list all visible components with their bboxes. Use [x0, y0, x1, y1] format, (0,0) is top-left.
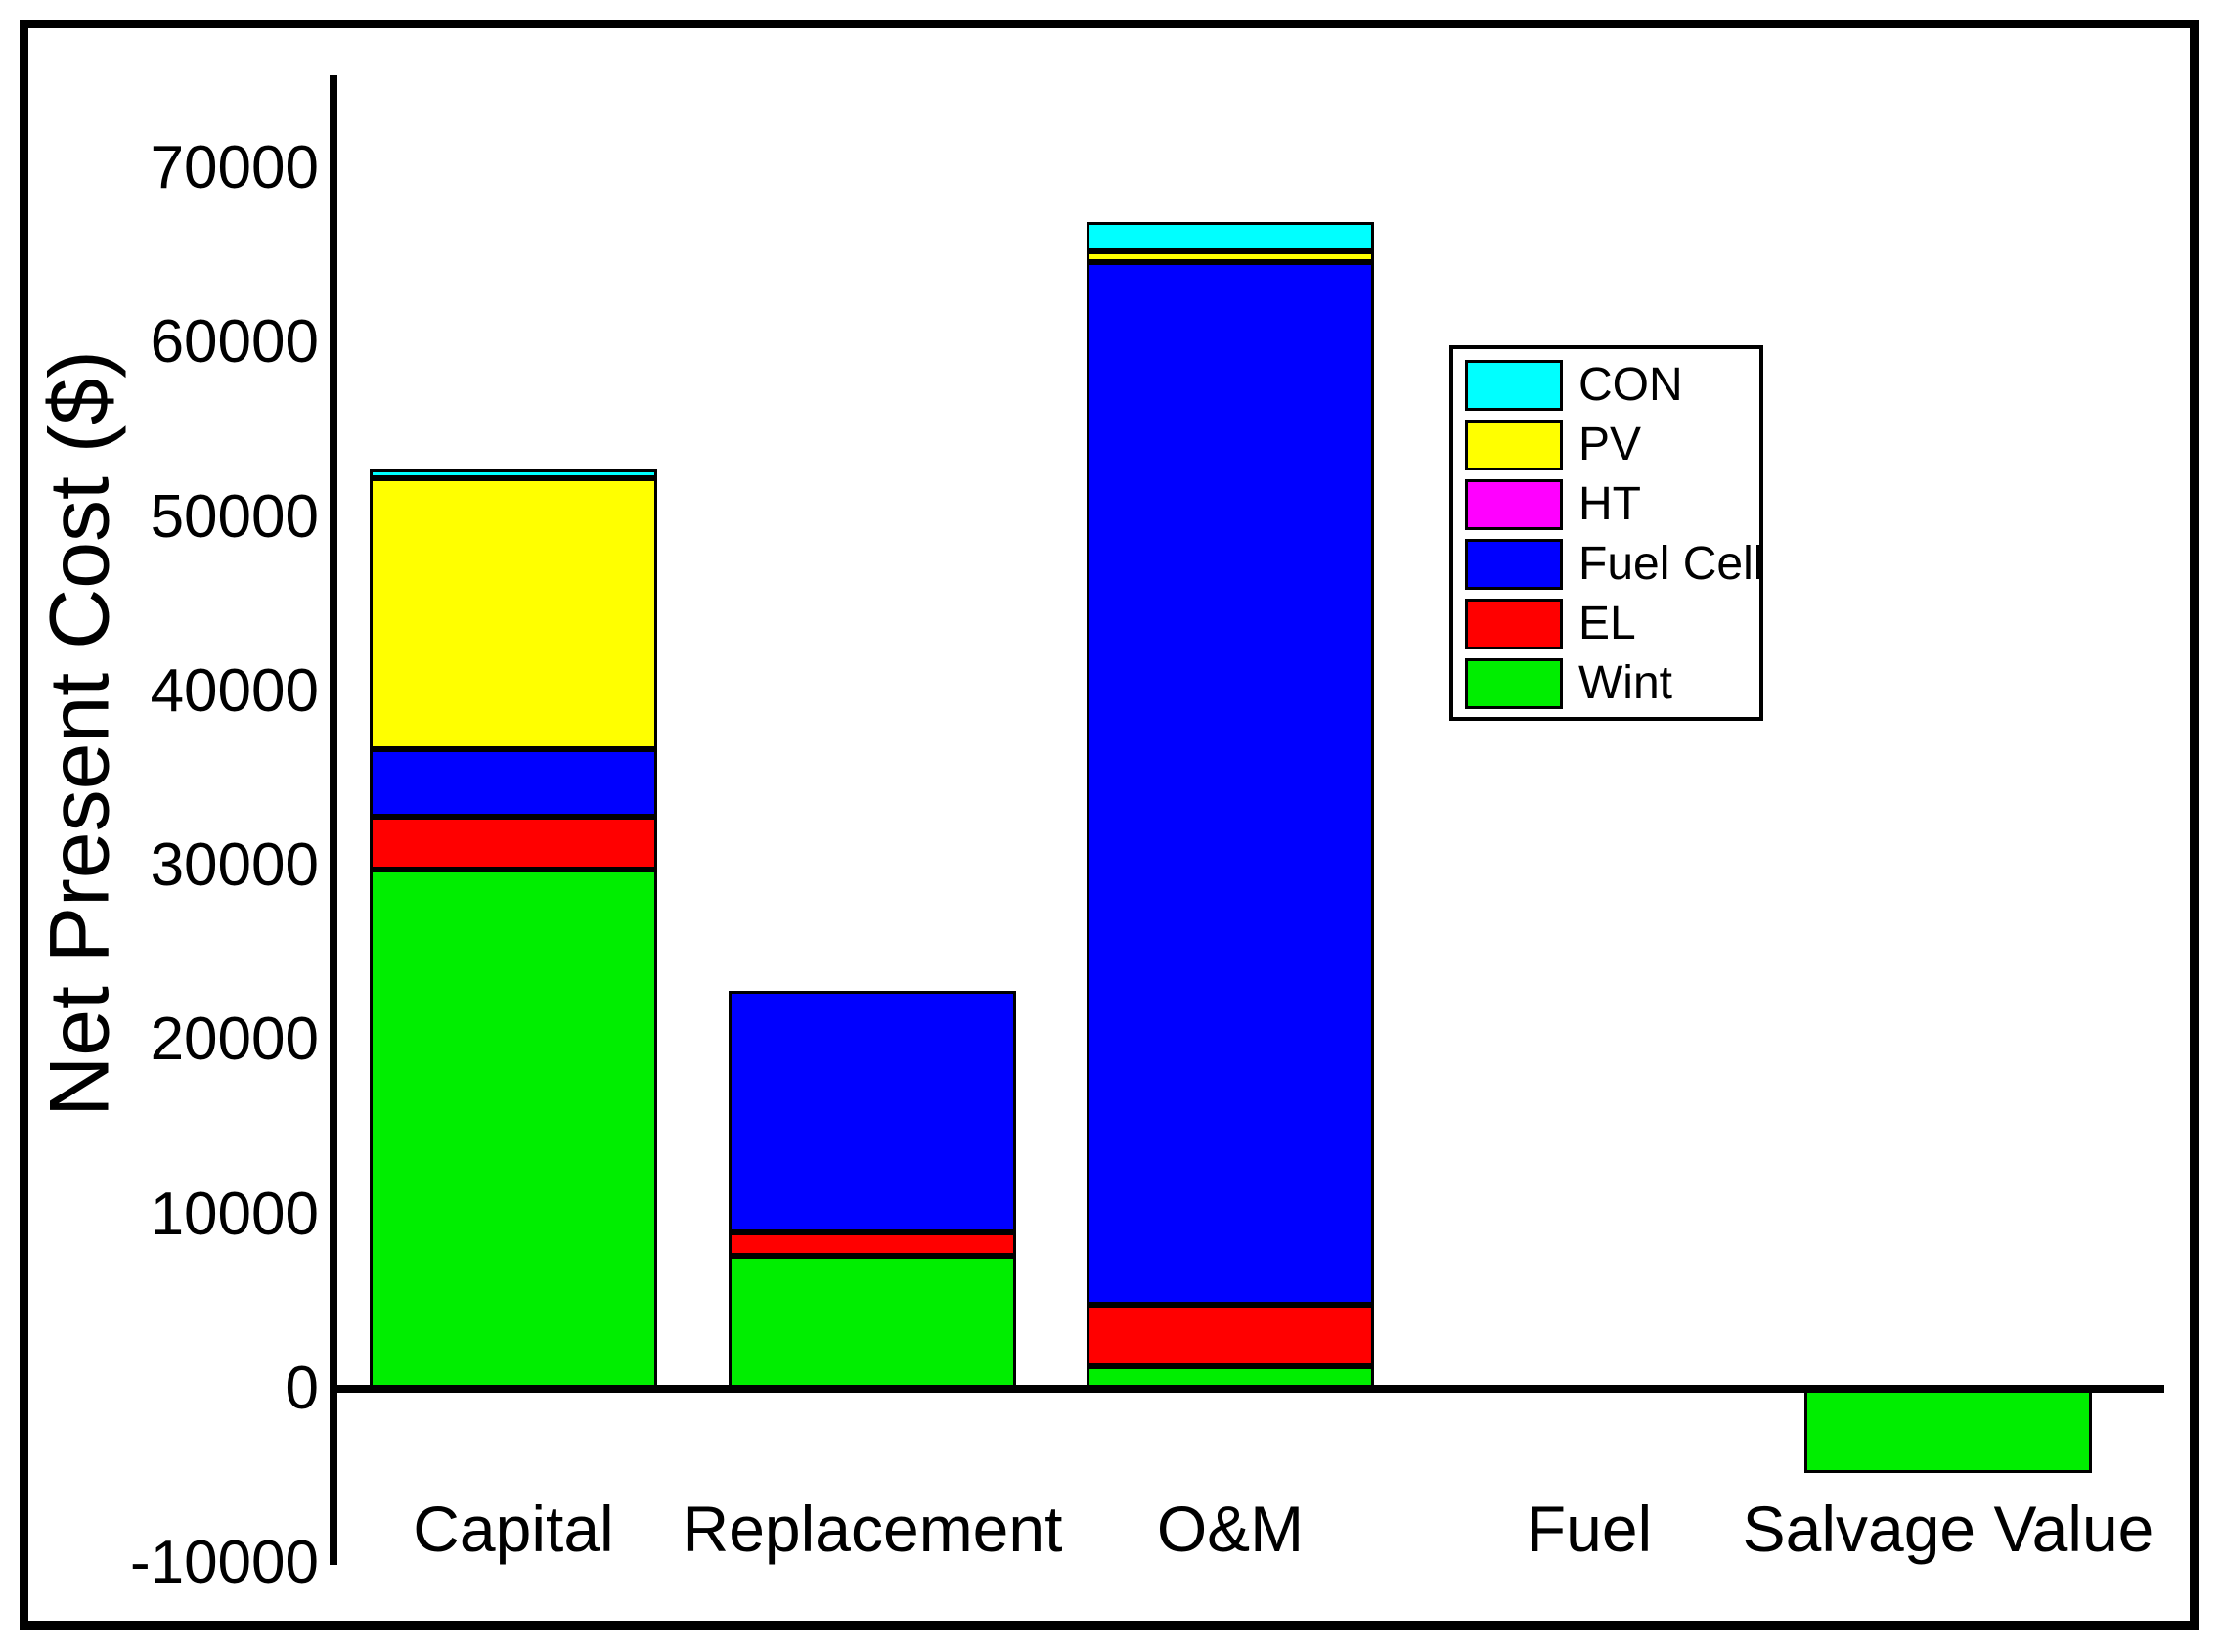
legend-item: EL: [1465, 599, 1759, 649]
x-axis-line: [330, 1385, 2164, 1393]
y-tick-label: 70000: [150, 133, 319, 201]
x-category-label: Fuel: [1526, 1493, 1653, 1565]
y-tick-label: 40000: [150, 656, 319, 725]
bar-segment: [1804, 1389, 2092, 1473]
bar-segment: [370, 869, 657, 1389]
legend-swatch: [1465, 539, 1563, 590]
legend-swatch: [1465, 420, 1563, 470]
bar-segment: [1087, 262, 1374, 1306]
x-category-label: Salvage Value: [1742, 1493, 2154, 1565]
legend-label: HT: [1578, 478, 1641, 530]
x-category-label: Capital: [413, 1493, 614, 1565]
legend-swatch: [1465, 360, 1563, 411]
legend-item: HT: [1465, 479, 1759, 530]
bar-segment: [370, 469, 657, 479]
y-axis-title: Net Present Cost ($): [32, 350, 127, 1117]
legend-label: Fuel Cell: [1578, 538, 1764, 590]
legend-item: CON: [1465, 360, 1759, 411]
legend-label: EL: [1578, 598, 1636, 649]
bar-segment: [1087, 251, 1374, 263]
legend-label: Wint: [1578, 657, 1672, 709]
y-axis-line: [330, 75, 337, 1565]
bar-segment: [1087, 1305, 1374, 1366]
bar-segment: [370, 748, 657, 818]
bar-segment: [729, 1231, 1016, 1257]
legend-item: Wint: [1465, 658, 1759, 709]
x-category-label: O&M: [1156, 1493, 1305, 1565]
bar-segment: [370, 817, 657, 870]
bar-segment: [370, 478, 657, 749]
legend-label: CON: [1578, 359, 1683, 411]
bar-segment: [729, 991, 1016, 1232]
legend-item: Fuel Cell: [1465, 539, 1763, 590]
y-tick-label: 60000: [150, 308, 319, 377]
y-tick-label: 0: [285, 1355, 319, 1422]
y-tick-label: 10000: [150, 1180, 319, 1248]
y-tick-label: -10000: [129, 1529, 319, 1597]
x-category-label: Replacement: [682, 1493, 1063, 1565]
legend-item: PV: [1465, 420, 1759, 470]
legend-swatch: [1465, 599, 1563, 649]
y-tick-label: 50000: [150, 482, 319, 551]
legend-label: PV: [1578, 419, 1642, 470]
y-tick-label: 20000: [150, 1005, 319, 1074]
legend-swatch: [1465, 658, 1563, 709]
legend-swatch: [1465, 479, 1563, 530]
figure-border: [20, 20, 2199, 1630]
legend: CON PV HT Fuel Cell EL Wint: [1449, 345, 1763, 721]
y-tick-label: 30000: [150, 831, 319, 900]
bar-segment: [1087, 222, 1374, 252]
bar-segment: [729, 1256, 1016, 1389]
